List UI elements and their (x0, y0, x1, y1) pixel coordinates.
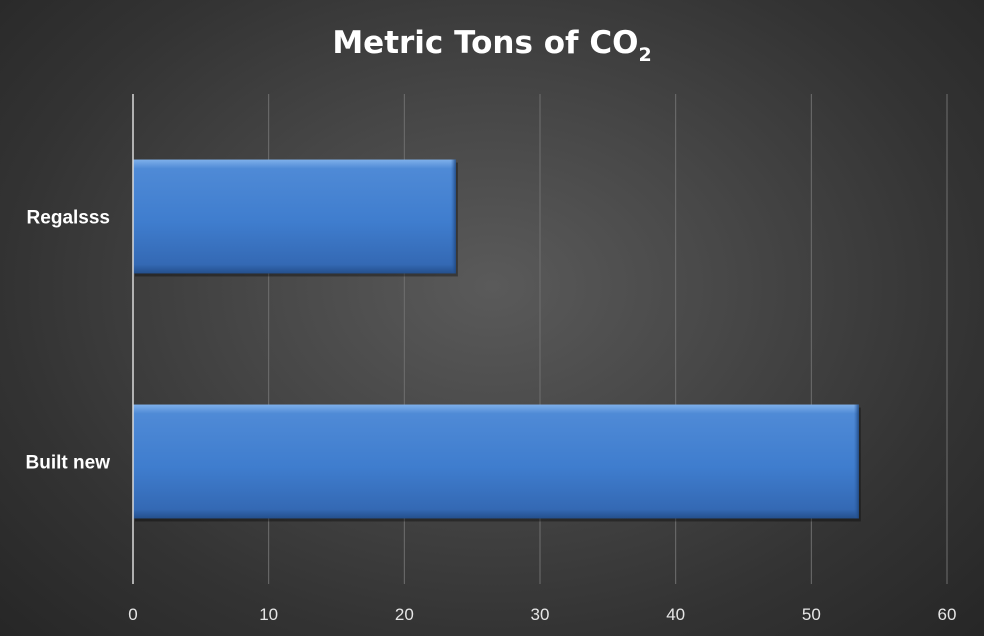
category-label-built-new: Built new (26, 453, 111, 474)
bar-body (133, 404, 859, 519)
chart-title: Metric Tons of CO2 (332, 25, 651, 66)
x-tick-label-30: 30 (531, 605, 550, 624)
bars (133, 159, 861, 522)
bar-bevel (450, 159, 456, 274)
x-tick-label-10: 10 (259, 605, 278, 624)
x-tick-labels: 0 10 20 30 40 50 60 (128, 605, 956, 624)
bar-built-new (133, 404, 861, 522)
bar-body (133, 159, 456, 274)
category-label-regalsss: Regalsss (27, 208, 110, 229)
x-tick-label-60: 60 (938, 605, 957, 624)
x-tick-label-50: 50 (802, 605, 821, 624)
x-tick-label-20: 20 (395, 605, 414, 624)
category-labels: Regalsss Built new (26, 208, 111, 474)
x-tick-label-0: 0 (128, 605, 137, 624)
bar-regalsss (133, 159, 458, 277)
chart-title-main: Metric Tons of CO (332, 25, 638, 61)
chart-title-subscript: 2 (638, 44, 651, 66)
x-tick-label-40: 40 (666, 605, 685, 624)
bar-bevel (853, 404, 859, 519)
